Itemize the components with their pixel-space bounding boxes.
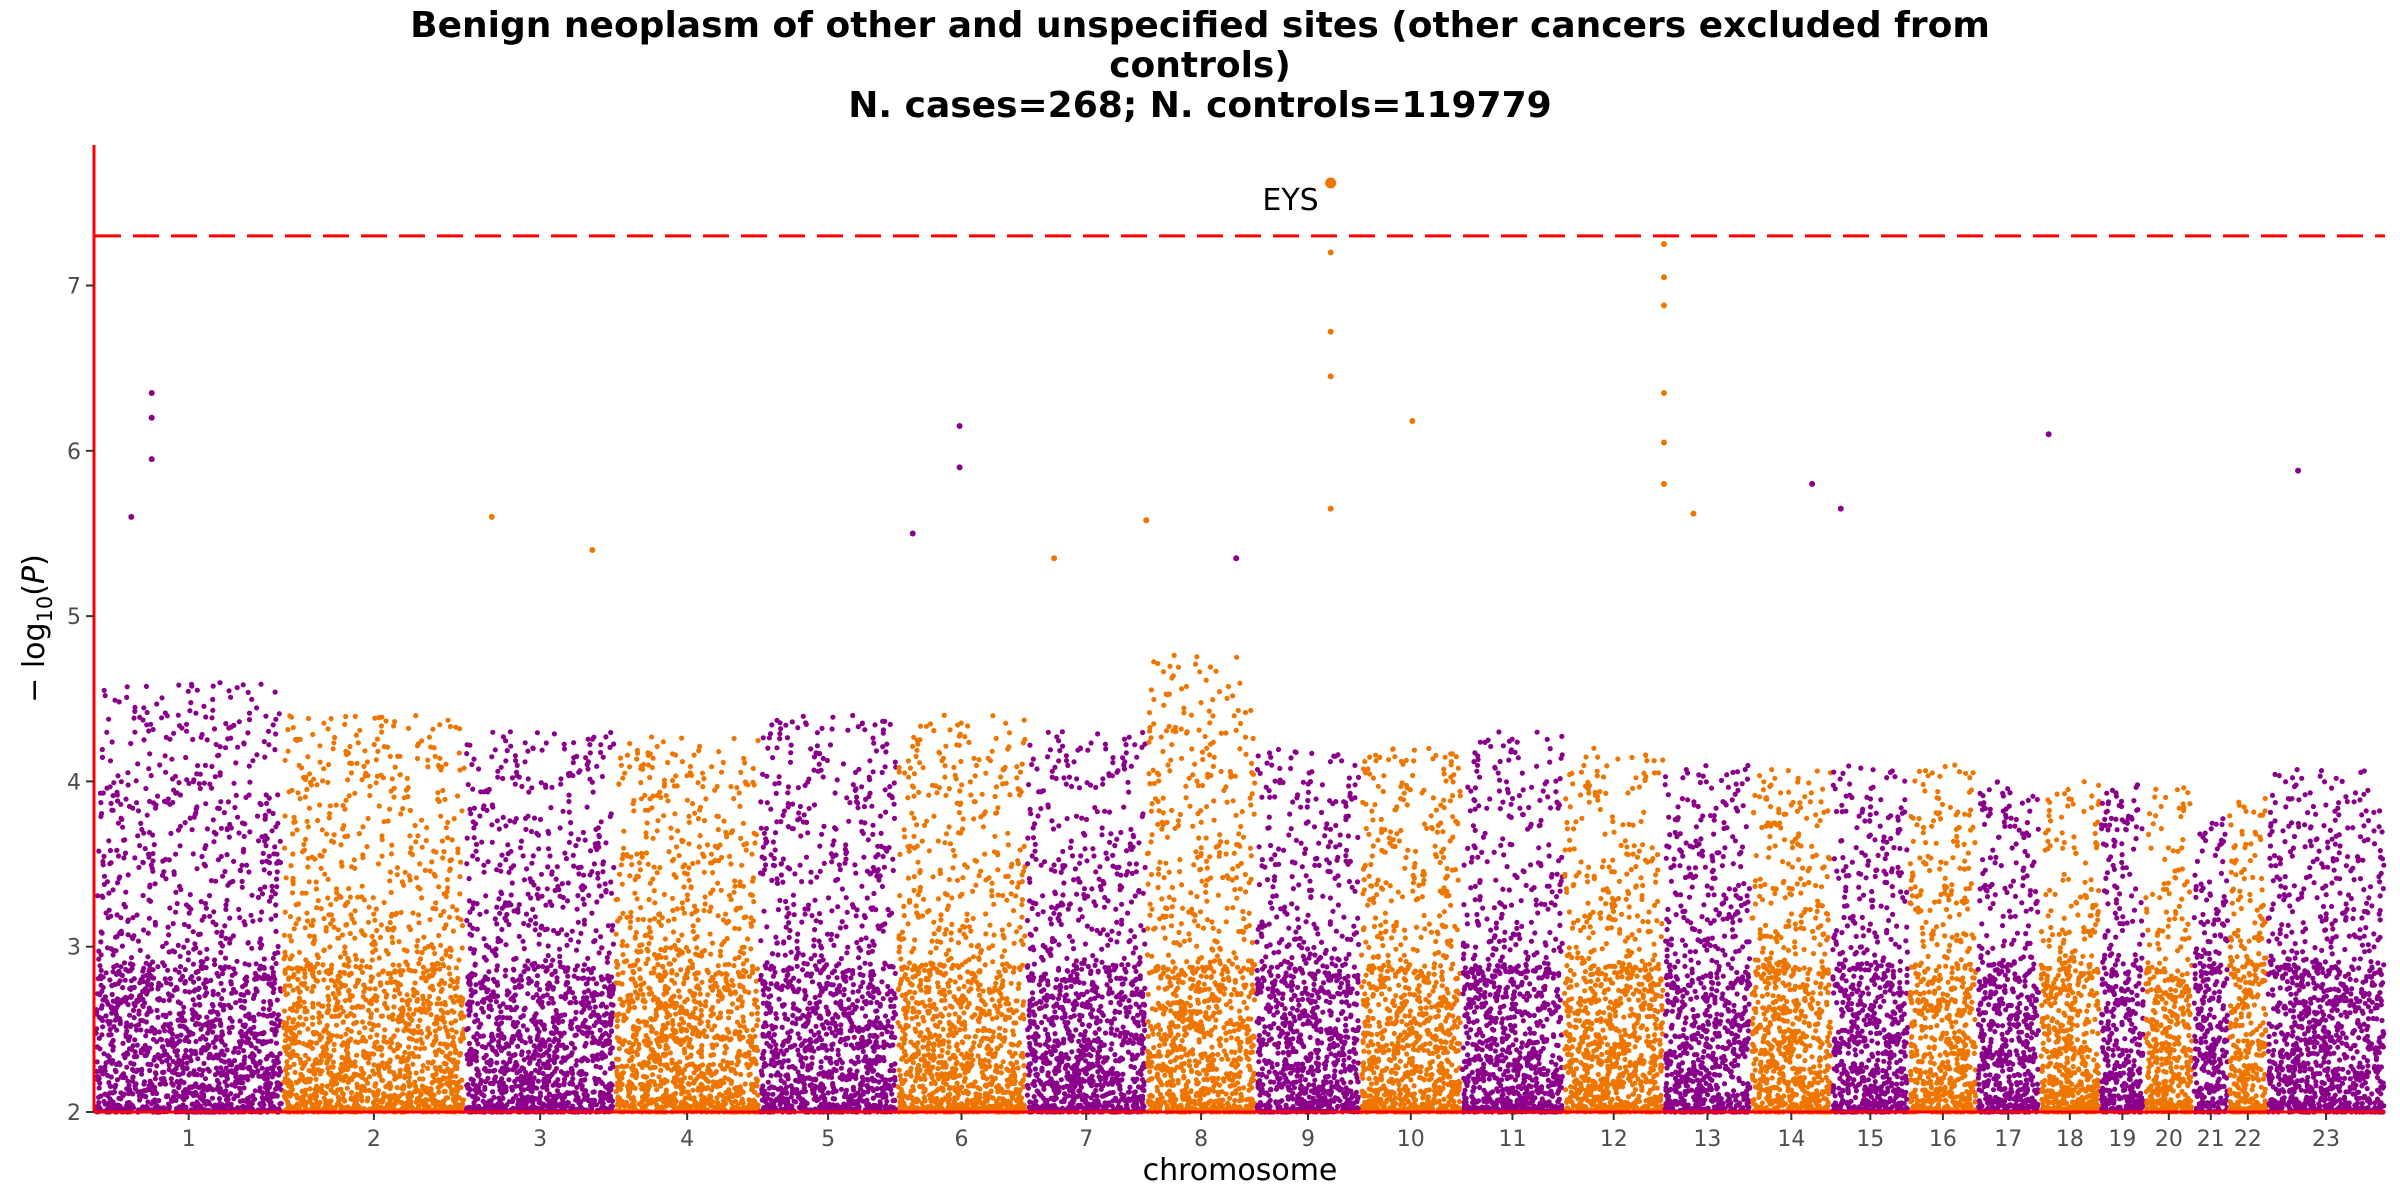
- top-hit-point: [1327, 373, 1334, 380]
- chromosome-points-12: [1562, 745, 1666, 1115]
- y-tick-label: 3: [67, 936, 81, 961]
- chromosome-points-9: [1254, 746, 1362, 1115]
- x-axis-ticks: 1 2 3 4 5 6 7 8 9 10 11 12 13 14 15 16 17 18 19 20 21 22 23: [182, 1113, 2340, 1152]
- x-tick-label: 4: [680, 1127, 694, 1152]
- title-line-2: controls): [1109, 45, 1291, 86]
- top-hit-point: [1233, 555, 1240, 562]
- chromosome-points-13: [1662, 762, 1753, 1115]
- top-hit-point: [1690, 510, 1697, 517]
- top-hit-point: [1327, 505, 1334, 512]
- x-tick-label: 18: [2056, 1127, 2084, 1152]
- chromosome-points-16: [1907, 762, 1979, 1115]
- top-hit-point: [1660, 480, 1667, 487]
- chromosome-points-10: [1358, 745, 1463, 1115]
- chromosome-points-6: [895, 712, 1028, 1115]
- chromosome-points-17: [1975, 779, 2042, 1115]
- top-hit-point: [148, 414, 155, 421]
- top-hit-point: [589, 546, 596, 553]
- chromosome-points-22: [2227, 795, 2269, 1115]
- top-hit-point: [909, 530, 916, 537]
- top-hit-point: [1409, 418, 1416, 425]
- x-tick-label: 10: [1397, 1127, 1425, 1152]
- chromosome-points-3: [463, 729, 617, 1115]
- x-tick-label: 11: [1498, 1127, 1526, 1152]
- top-hit-point: [1660, 389, 1667, 396]
- chromosome-points-18: [2038, 779, 2102, 1115]
- top-hit-point: [1809, 480, 1816, 487]
- y-tick-label: 7: [67, 275, 81, 300]
- x-tick-label: 12: [1600, 1127, 1628, 1152]
- gene-label: EYS: [1262, 183, 1318, 218]
- top-hit-point: [1837, 505, 1844, 512]
- top-hit-point: [148, 389, 155, 396]
- chromosome-points-5: [757, 712, 899, 1115]
- lead-snp-point: [1325, 177, 1337, 189]
- top-hit-point: [488, 513, 495, 520]
- x-tick-label: 21: [2197, 1127, 2225, 1152]
- x-tick-label: 15: [1856, 1127, 1884, 1152]
- x-tick-label: 2: [367, 1127, 381, 1152]
- x-tick-label: 5: [821, 1127, 835, 1152]
- x-tick-label: 23: [2312, 1127, 2340, 1152]
- y-axis-title: − log10(P): [17, 554, 57, 703]
- chromosome-points-14: [1749, 766, 1834, 1115]
- x-tick-label: 3: [533, 1127, 547, 1152]
- top-hit-point: [1051, 555, 1058, 562]
- annotations: EYS: [1262, 183, 1318, 218]
- chromosome-points-4: [613, 734, 761, 1115]
- x-tick-label: 17: [1994, 1127, 2022, 1152]
- x-tick-label: 7: [1079, 1127, 1093, 1152]
- y-tick-label: 2: [67, 1101, 81, 1126]
- chromosome-points-8: [1144, 652, 1258, 1115]
- top-hit-point: [1660, 439, 1667, 446]
- top-hit-point: [956, 423, 963, 430]
- y-tick-label: 4: [67, 770, 81, 795]
- chromosome-points-7: [1024, 729, 1148, 1115]
- y-axis-ticks: 2 3 4 5 6 7: [67, 275, 94, 1126]
- chromosome-points-11: [1459, 729, 1565, 1115]
- chromosome-points-2: [281, 712, 467, 1115]
- top-hit-point: [1660, 302, 1667, 309]
- top-hit-point: [1327, 249, 1334, 256]
- x-tick-label: 8: [1194, 1127, 1208, 1152]
- top-hit-point: [956, 464, 963, 471]
- top-hit-point: [1660, 241, 1667, 248]
- top-hit-point: [2295, 467, 2302, 474]
- x-tick-label: 13: [1693, 1127, 1721, 1152]
- chromosome-points-23: [2265, 767, 2387, 1115]
- title-line-3: N. cases=268; N. controls=119779: [848, 85, 1552, 126]
- top-hit-point: [128, 513, 135, 520]
- x-tick-label: 22: [2234, 1127, 2262, 1152]
- chart-title: Benign neoplasm of other and unspecified…: [0, 6, 2400, 126]
- chromosome-points-19: [2098, 782, 2146, 1115]
- x-tick-label: 19: [2108, 1127, 2136, 1152]
- x-tick-label: 9: [1301, 1127, 1315, 1152]
- top-hit-point: [148, 456, 155, 463]
- x-tick-label: 14: [1777, 1127, 1805, 1152]
- y-tick-label: 6: [67, 440, 81, 465]
- x-tick-label: 16: [1929, 1127, 1957, 1152]
- top-hit-point: [1327, 328, 1334, 335]
- chromosome-points-21: [2191, 816, 2230, 1115]
- x-tick-label: 1: [182, 1127, 196, 1152]
- top-hit-point: [1660, 274, 1667, 281]
- x-tick-label: 6: [954, 1127, 968, 1152]
- y-tick-label: 5: [67, 605, 81, 630]
- x-axis-title: chromosome: [1143, 1153, 1338, 1188]
- chromosome-points-15: [1830, 763, 1911, 1115]
- top-hit-point: [1143, 517, 1150, 524]
- chromosome-points-20: [2143, 785, 2195, 1115]
- x-tick-label: 20: [2155, 1127, 2183, 1152]
- chromosome-points-1: [93, 680, 284, 1115]
- data-points: [93, 177, 2387, 1115]
- title-line-1: Benign neoplasm of other and unspecified…: [410, 5, 1990, 46]
- top-hit-point: [2045, 431, 2052, 438]
